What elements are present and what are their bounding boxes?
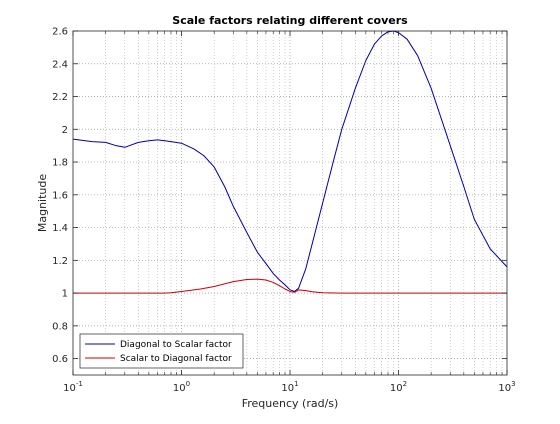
series-line-1 — [72, 30, 508, 292]
ticks: 10-1 100 101 102 103 0.6 0.8 1 1.2 1.4 1.6 1.8 2 2.2 2… — [52, 27, 516, 395]
legend-box — [79, 333, 244, 369]
tick-label-y: 1.6 — [52, 190, 68, 201]
tick-label-y: 1.2 — [52, 256, 68, 267]
legend-label-2: Scalar to Diagonal factor — [120, 354, 232, 364]
y-axis-label: Magnitude — [36, 174, 49, 233]
tick-label-y: 2 — [62, 125, 68, 136]
legend-label-1: Diagonal to Scalar factor — [120, 340, 232, 350]
chart-title: Scale factors relating different covers — [172, 14, 408, 27]
tick-label-y: 0.6 — [52, 354, 68, 365]
tick-label-y: 1.8 — [52, 158, 68, 169]
grid — [73, 31, 507, 375]
tick-label-y: 0.8 — [52, 321, 68, 332]
tick-label-y: 2.4 — [52, 59, 68, 70]
x-axis-label: Frequency (rad/s) — [242, 397, 339, 410]
tick-label-y: 2.6 — [52, 27, 68, 38]
tick-label-x: 100 — [173, 380, 190, 394]
series-layer — [72, 30, 508, 294]
legend: Diagonal to Scalar factor Scalar to Diago… — [79, 333, 244, 369]
tick-label-y: 1.4 — [52, 223, 68, 234]
tick-label-x: 102 — [390, 380, 407, 394]
tick-label-x: 101 — [281, 380, 298, 394]
tick-label-y: 2.2 — [52, 92, 68, 103]
series-line-2 — [73, 278, 507, 294]
tick-label-x: 103 — [498, 380, 515, 394]
tick-label-y: 1 — [62, 289, 68, 300]
tick-label-x: 10-1 — [63, 380, 83, 394]
